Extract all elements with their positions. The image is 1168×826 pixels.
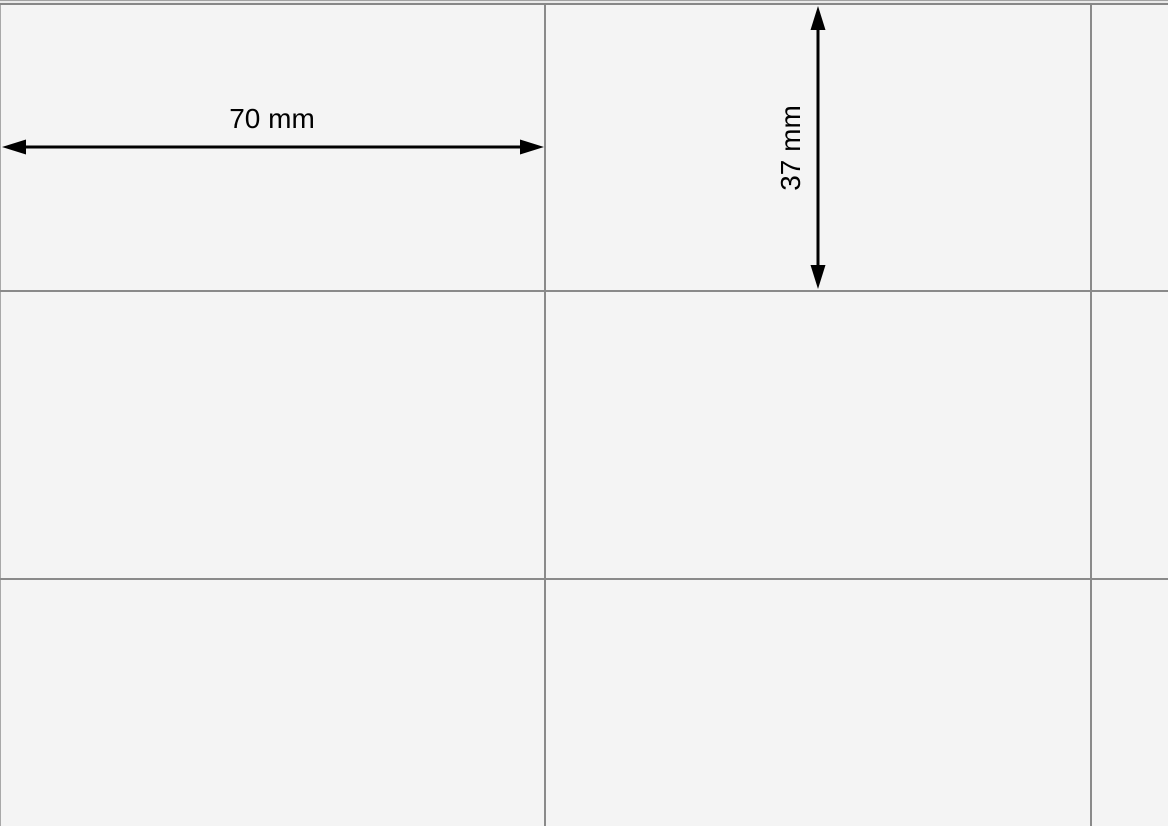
sheet-top-border-gap: [0, 1, 1168, 3]
height-dimension-arrow: [810, 6, 826, 289]
sheet-top-border-outer: [0, 0, 1168, 1]
grid-hline-2: [0, 578, 1168, 580]
sheet-top-border-inner: [0, 3, 1168, 5]
grid-vline-2: [1090, 5, 1092, 826]
width-dimension-arrow: [2, 139, 544, 155]
arrowhead-up-icon: [810, 6, 826, 30]
arrowhead-right-icon: [520, 139, 544, 155]
arrowhead-left-icon: [2, 139, 26, 155]
grid-hline-1: [0, 290, 1168, 292]
arrowhead-down-icon: [810, 265, 826, 289]
grid-vline-1: [544, 5, 546, 826]
width-dimension-label: 70 mm: [229, 103, 315, 134]
sheet-left-border: [0, 5, 1, 826]
height-dimension-label: 37 mm: [775, 105, 806, 191]
